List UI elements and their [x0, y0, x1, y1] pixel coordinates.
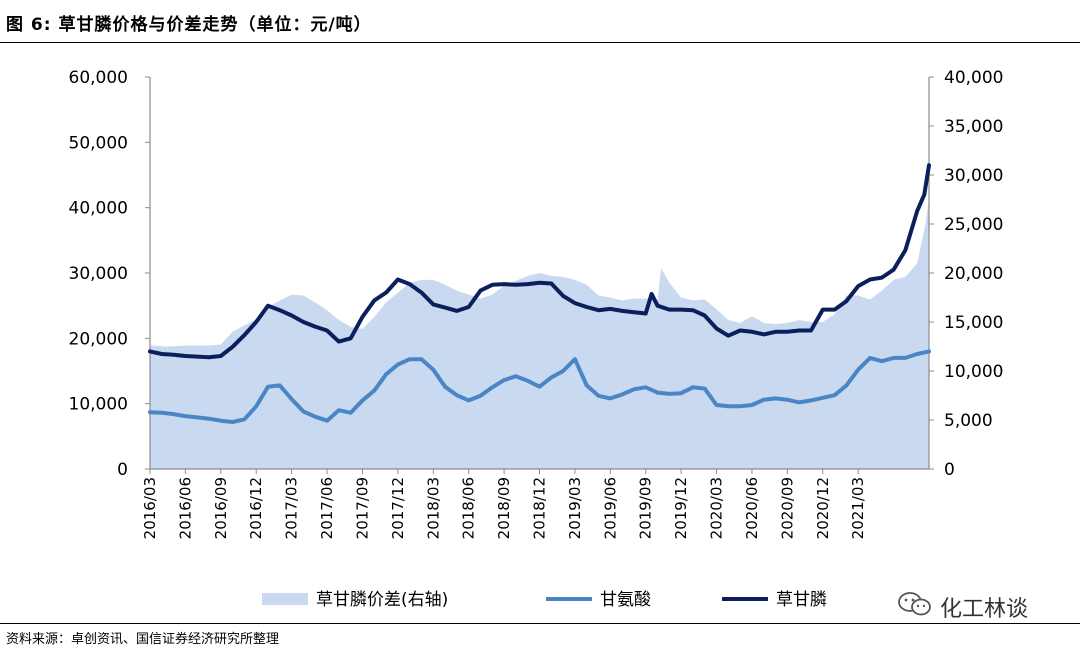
legend-spread-swatch — [262, 593, 308, 605]
left-tick-label: 0 — [117, 460, 128, 480]
legend-spread-label: 草甘膦价差(右轴) — [316, 590, 448, 610]
right-tick-label: 35,000 — [944, 117, 1003, 137]
glyphosate-line — [148, 163, 931, 360]
chart-svg: 0 10,000 20,000 30,000 40,000 50,000 60,000 0 5,… — [69, 68, 1004, 610]
x-tick-label: 2016/09 — [212, 477, 230, 539]
spread-area-layer — [150, 198, 929, 469]
left-tick-label: 30,000 — [69, 264, 128, 284]
x-tick-label: 2019/06 — [601, 477, 619, 539]
x-tick-label: 2020/09 — [778, 477, 796, 539]
x-tick-label: 2018/09 — [495, 477, 513, 539]
x-tick-label: 2019/09 — [637, 477, 655, 539]
wechat-icon — [896, 590, 934, 624]
right-tick-label: 0 — [944, 460, 955, 480]
axes-layer: 0 10,000 20,000 30,000 40,000 50,000 60,000 0 5,… — [69, 68, 1004, 539]
right-tick-label: 10,000 — [944, 362, 1003, 382]
x-tick-label: 2019/12 — [672, 477, 690, 539]
x-tick-label: 2016/12 — [247, 477, 265, 539]
legend: 草甘膦价差(右轴) 甘氨酸 草甘膦 — [262, 590, 827, 610]
source-note: 资料来源：卓创资讯、国信证券经济研究所整理 — [6, 632, 280, 647]
watermark-text: 化工林谈 — [940, 597, 1029, 622]
x-tick-label: 2020/12 — [814, 477, 832, 539]
right-tick-label: 15,000 — [944, 313, 1003, 333]
right-tick-label: 30,000 — [944, 166, 1003, 186]
right-tick-label: 5,000 — [944, 411, 993, 431]
x-tick-label: 2018/12 — [531, 477, 549, 539]
x-tick-label: 2016/03 — [141, 477, 159, 539]
x-tick-label: 2018/06 — [460, 477, 478, 539]
x-tick-label: 2017/09 — [353, 477, 371, 539]
glycine-line — [148, 349, 931, 424]
lines-layer — [148, 163, 931, 424]
bottom-rule — [0, 623, 1080, 624]
spread-area — [150, 198, 929, 469]
left-tick-label: 10,000 — [69, 395, 128, 415]
left-tick-label: 50,000 — [69, 133, 128, 153]
top-rule — [0, 42, 1080, 43]
right-tick-label: 20,000 — [944, 264, 1003, 284]
x-tick-label: 2018/03 — [424, 477, 442, 539]
watermark: 化工林谈 — [896, 590, 1028, 624]
x-tick-label: 2021/03 — [849, 477, 867, 539]
left-tick-label: 40,000 — [69, 199, 128, 219]
legend-glyphosate-label: 草甘膦 — [776, 590, 827, 610]
left-tick-label: 60,000 — [69, 68, 128, 88]
x-tick-label: 2019/03 — [566, 477, 584, 539]
x-tick-label: 2017/06 — [318, 477, 336, 539]
left-tick-label: 20,000 — [69, 329, 128, 349]
x-tick-label: 2020/03 — [708, 477, 726, 539]
figure-title: 图 6: 草甘膦价格与价差走势（单位：元/吨） — [6, 15, 372, 35]
legend-glycine-label: 甘氨酸 — [600, 590, 651, 610]
x-tick-label: 2020/06 — [743, 477, 761, 539]
x-tick-label: 2017/12 — [389, 477, 407, 539]
x-tick-label: 2016/06 — [176, 477, 194, 539]
x-tick-label: 2017/03 — [283, 477, 301, 539]
right-tick-label: 25,000 — [944, 215, 1003, 235]
right-tick-label: 40,000 — [944, 68, 1003, 88]
